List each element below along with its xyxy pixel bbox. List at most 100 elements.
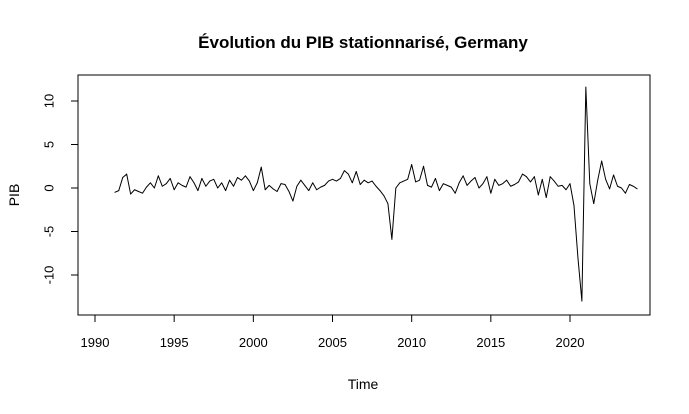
data-point xyxy=(181,184,183,186)
data-point xyxy=(632,185,634,187)
data-point xyxy=(122,177,124,178)
y-tick-label: 10 xyxy=(41,94,56,108)
data-point xyxy=(233,185,234,187)
data-point xyxy=(617,185,618,187)
data-point xyxy=(304,184,306,186)
data-point xyxy=(545,197,547,198)
data-point xyxy=(415,181,417,183)
data-point xyxy=(272,188,274,190)
data-point xyxy=(589,183,591,185)
data-point xyxy=(248,180,250,182)
data-point xyxy=(237,177,238,178)
x-axis-label: Time xyxy=(348,376,379,392)
data-point xyxy=(446,184,448,186)
data-point xyxy=(118,190,120,192)
data-point xyxy=(150,182,151,184)
data-point xyxy=(470,180,472,182)
data-point xyxy=(438,190,440,192)
data-point xyxy=(605,178,607,180)
x-tick-label: 2020 xyxy=(556,335,585,350)
data-point xyxy=(221,182,223,184)
y-tick-label: -10 xyxy=(41,266,56,285)
chart-title: Évolution du PIB stationnarisé, Germany xyxy=(198,33,528,52)
data-point xyxy=(569,183,571,185)
data-point xyxy=(284,184,286,185)
data-point xyxy=(205,185,207,187)
data-point xyxy=(336,180,337,182)
data-point xyxy=(245,175,246,177)
x-tick-label: 2015 xyxy=(476,335,505,350)
data-point xyxy=(153,187,155,189)
data-point xyxy=(347,173,349,175)
data-point xyxy=(636,188,638,190)
data-point xyxy=(407,178,409,180)
x-tick-label: 1995 xyxy=(160,335,189,350)
data-point xyxy=(537,194,539,196)
data-point xyxy=(577,257,579,258)
data-point xyxy=(126,173,128,175)
data-point xyxy=(419,179,420,181)
y-tick-label: 0 xyxy=(41,184,56,191)
data-point xyxy=(518,181,519,183)
data-point xyxy=(197,190,199,192)
data-point xyxy=(161,185,163,187)
data-point xyxy=(264,189,266,191)
data-point xyxy=(134,189,135,191)
data-point xyxy=(165,183,167,185)
data-point xyxy=(530,181,531,183)
y-tick-label: -5 xyxy=(41,226,56,238)
data-point xyxy=(435,178,436,179)
data-point xyxy=(292,200,294,202)
data-point xyxy=(561,184,563,186)
data-point xyxy=(328,180,329,182)
data-point xyxy=(625,192,626,194)
data-point xyxy=(387,203,389,205)
x-tick-label: 1990 xyxy=(81,335,110,350)
data-point xyxy=(442,183,444,185)
data-point xyxy=(312,182,314,184)
x-tick-label: 2010 xyxy=(397,335,426,350)
data-point xyxy=(498,184,500,186)
data-point xyxy=(427,184,428,186)
x-tick-label: 2000 xyxy=(239,335,268,350)
data-point xyxy=(288,191,290,192)
data-point xyxy=(621,187,622,189)
y-axis-label: PIB xyxy=(6,184,22,207)
data-point xyxy=(217,187,219,189)
data-point xyxy=(458,182,460,184)
data-point xyxy=(601,160,603,162)
data-point xyxy=(466,184,468,186)
data-point xyxy=(478,187,480,189)
data-point xyxy=(157,175,159,177)
x-axis: 1990 1995 2000 2005 2010 2015 2020 xyxy=(81,314,585,350)
data-point xyxy=(454,192,456,194)
series-line xyxy=(114,86,638,302)
data-point xyxy=(486,176,488,178)
data-point xyxy=(541,178,543,180)
data-point xyxy=(355,171,357,172)
data-point xyxy=(209,180,211,182)
data-point xyxy=(553,180,555,182)
data-point xyxy=(613,174,614,176)
data-point xyxy=(201,178,203,179)
data-point xyxy=(142,192,143,194)
data-point xyxy=(533,176,535,178)
data-point xyxy=(399,182,401,184)
data-point xyxy=(343,170,345,172)
data-point xyxy=(351,182,353,184)
data-point xyxy=(130,193,132,195)
data-point xyxy=(506,179,508,181)
data-point xyxy=(173,189,175,191)
data-point xyxy=(241,179,242,181)
data-point xyxy=(628,184,630,185)
data-point xyxy=(252,190,254,192)
data-point xyxy=(431,186,432,188)
data-point xyxy=(423,165,424,167)
data-point xyxy=(363,179,365,181)
data-point xyxy=(276,191,278,192)
data-point xyxy=(494,178,496,180)
data-point xyxy=(522,173,523,175)
data-point xyxy=(332,178,333,180)
data-point xyxy=(391,238,393,240)
data-point xyxy=(375,185,377,187)
